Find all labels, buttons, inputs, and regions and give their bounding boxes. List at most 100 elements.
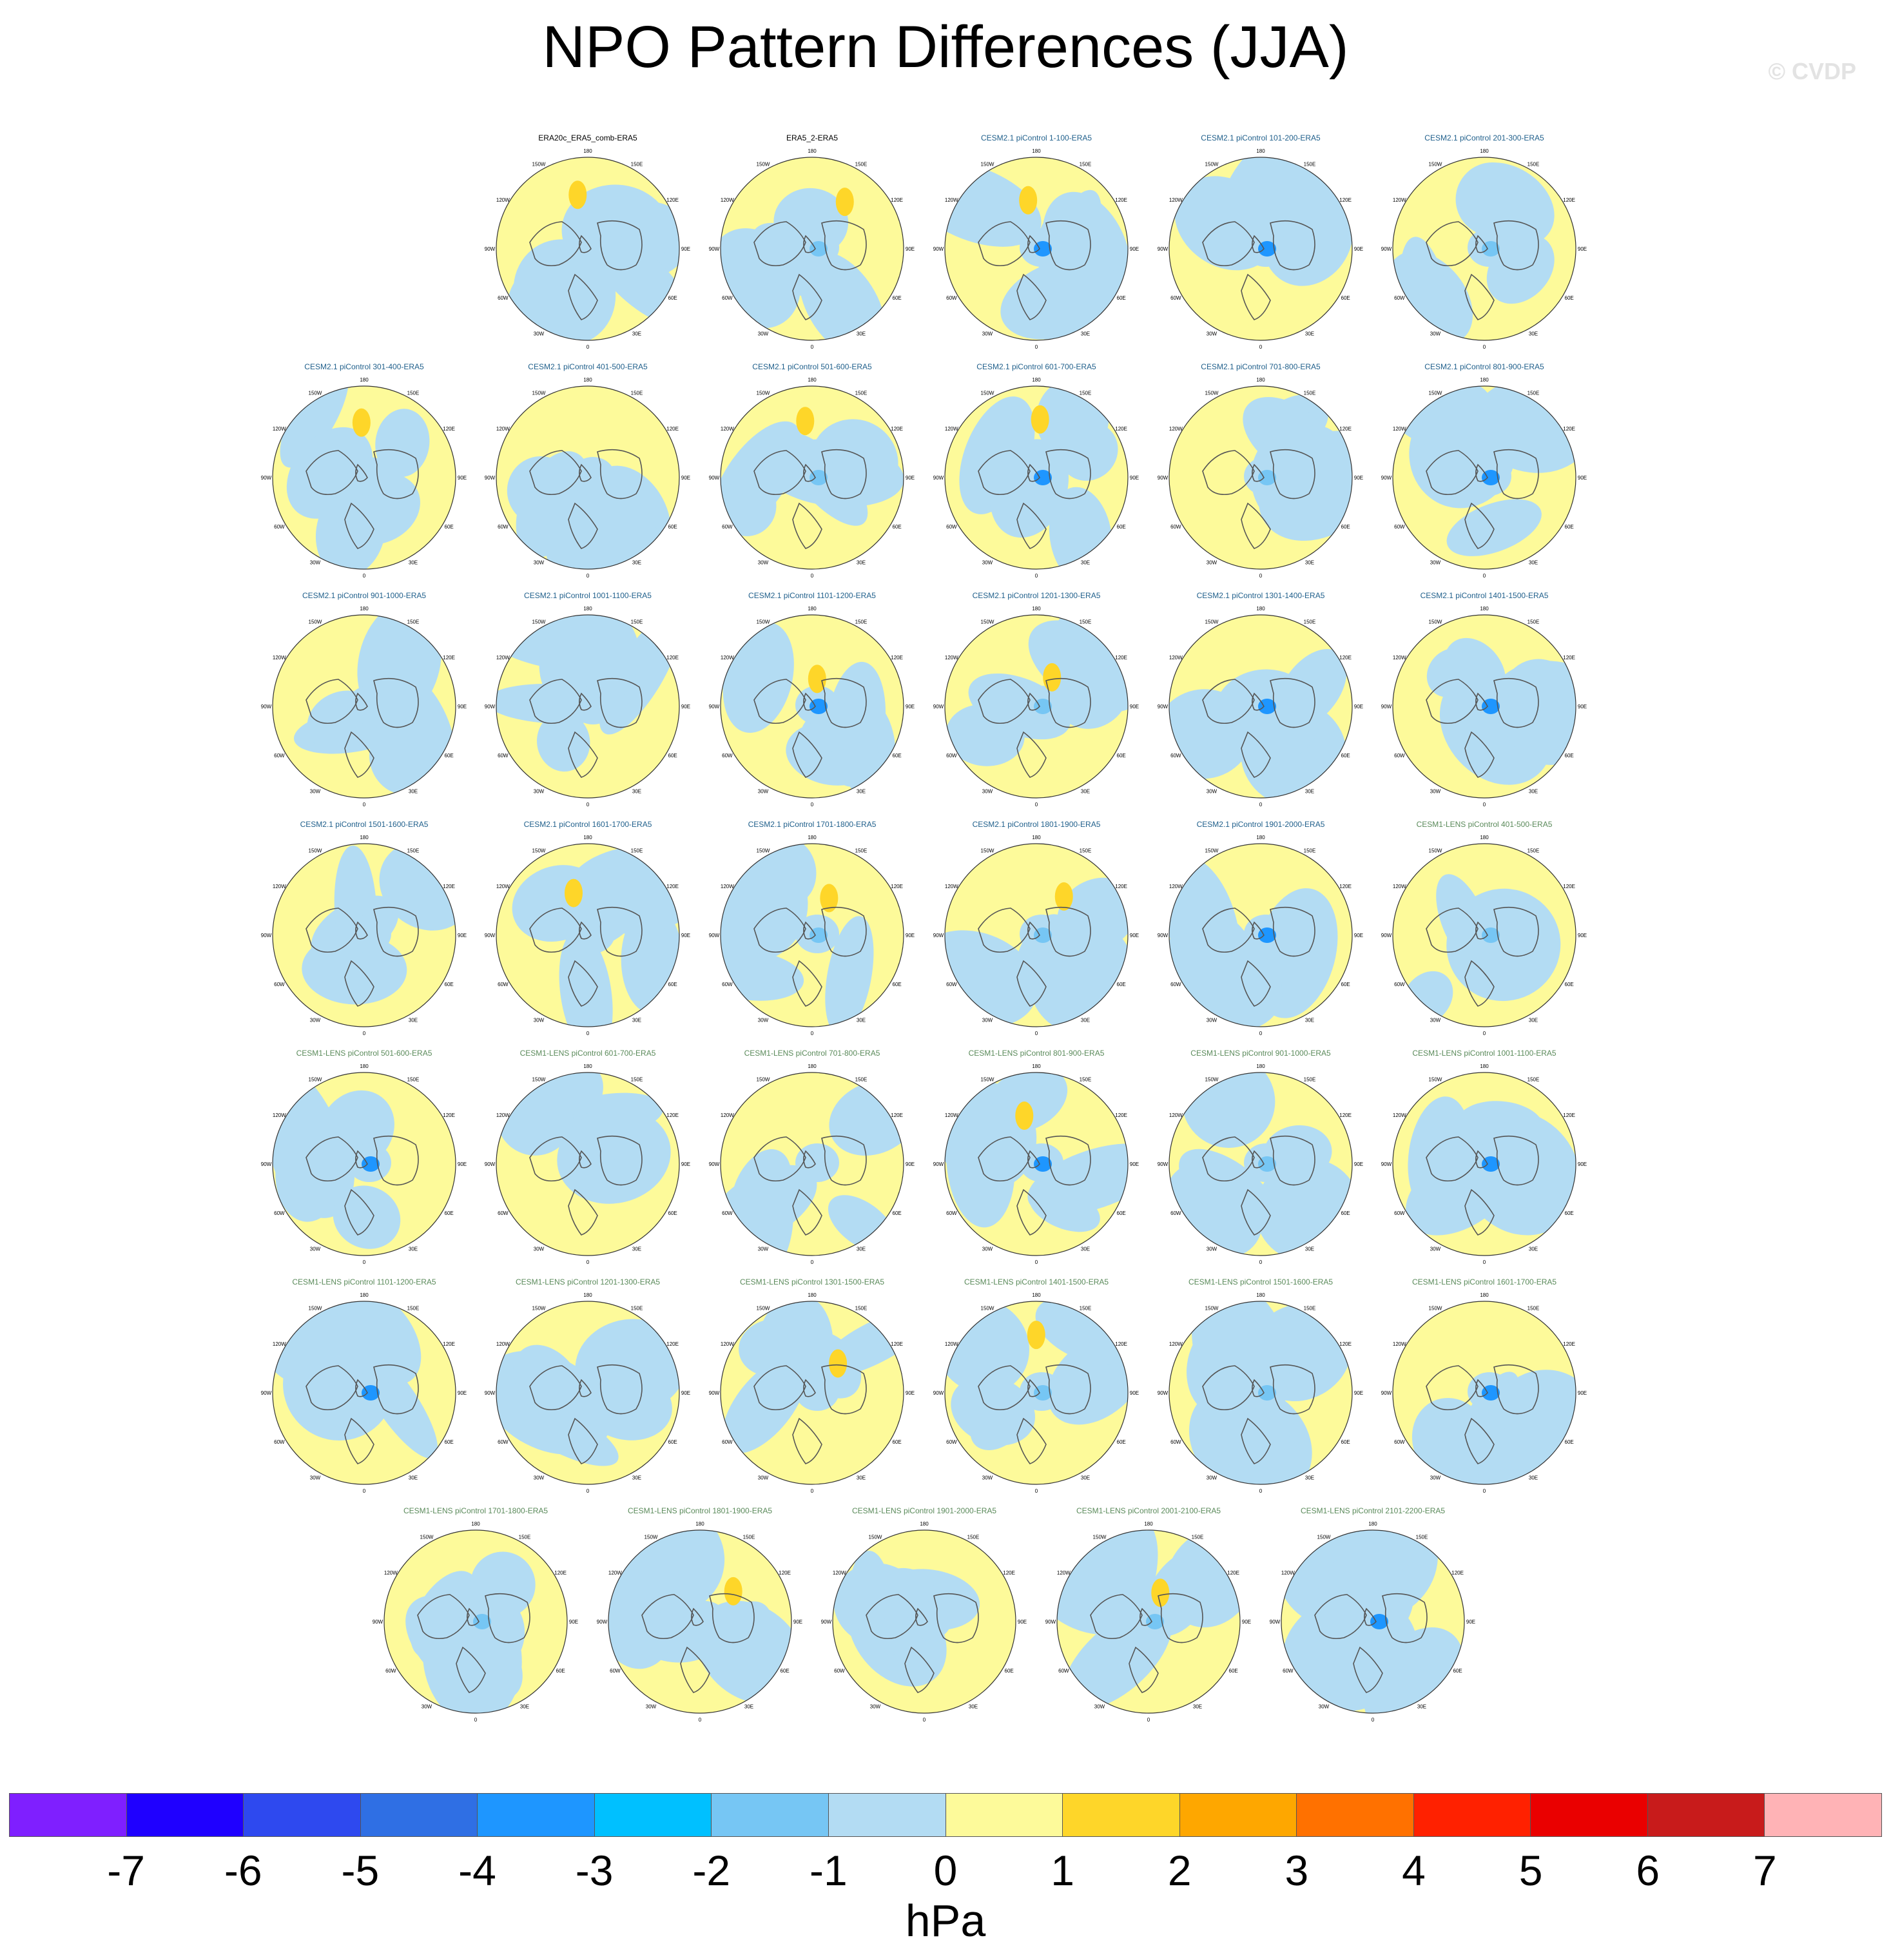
longitude-label: 30W	[534, 1475, 545, 1481]
panel-title: CESM2.1 piControl 1101-1200-ERA5	[748, 591, 876, 600]
coastline	[1139, 1607, 1152, 1626]
longitude-label: 150W	[981, 1076, 994, 1082]
coastline	[821, 220, 867, 271]
negative-anomaly-region	[513, 1344, 583, 1422]
coastline	[1475, 692, 1488, 711]
globe-outline	[1169, 1072, 1353, 1256]
longitude-label: 90W	[709, 246, 720, 252]
longitude-label: 180	[1256, 606, 1265, 612]
coastline	[568, 960, 598, 1007]
longitude-label: 180	[1032, 835, 1041, 840]
negative-anomaly-region	[985, 1072, 1068, 1133]
longitude-label: 150W	[532, 1305, 546, 1311]
globe-outline	[720, 157, 904, 341]
longitude-label: 60E	[1565, 753, 1574, 759]
longitude-label: 150W	[757, 1305, 770, 1311]
negative-anomaly-region	[571, 457, 615, 496]
panel-title: CESM1-LENS piControl 1401-1500-ERA5	[964, 1277, 1109, 1286]
coastline	[1382, 1593, 1428, 1644]
coastline	[792, 960, 822, 1007]
longitude-label: 150E	[1080, 848, 1092, 853]
coastline	[1016, 273, 1047, 320]
longitude-label: 60W	[722, 982, 733, 987]
coastline	[305, 907, 358, 953]
strong-negative-core	[362, 1156, 380, 1172]
negative-anomaly-region	[945, 930, 1038, 1027]
negative-anomaly-region	[1057, 877, 1128, 951]
polar-map: 180 150E 120E 90E 60E 30E 0 30W 60W 90W 120W 150W	[1045, 1521, 1251, 1723]
colorbar-swatch	[1063, 1794, 1180, 1836]
longitude-label: 180	[1032, 1292, 1041, 1298]
longitude-label: 60W	[946, 982, 957, 987]
longitude-label: 30W	[982, 1475, 993, 1481]
longitude-label: 150W	[757, 390, 770, 396]
polar-map: 180 150E 120E 90E 60E 30E 0 30W 60W 90W 120W 150W	[485, 835, 690, 1036]
longitude-label: 60E	[445, 1210, 454, 1216]
longitude-label: 60E	[1341, 1439, 1350, 1445]
longitude-label: 120E	[1115, 1341, 1127, 1347]
coastline	[1027, 1379, 1040, 1397]
longitude-label: 0	[1259, 344, 1263, 350]
longitude-label: 150E	[1304, 390, 1316, 396]
longitude-label: 60W	[1394, 982, 1405, 987]
panel-title: CESM1-LENS piControl 1301-1500-ERA5	[739, 1277, 885, 1286]
longitude-label: 90W	[1158, 475, 1169, 481]
longitude-label: 60E	[893, 1210, 902, 1216]
longitude-label: 120E	[1563, 426, 1575, 432]
panel-title: CESM2.1 piControl 1701-1800-ERA5	[748, 820, 877, 829]
longitude-label: 90E	[906, 475, 915, 481]
coastline	[978, 450, 1031, 496]
negative-anomaly-region	[1029, 1185, 1100, 1232]
longitude-label: 90E	[458, 475, 467, 481]
longitude-label: 120E	[1339, 884, 1352, 889]
strong-negative-core	[1034, 241, 1052, 257]
globe-outline	[1169, 385, 1353, 570]
longitude-label: 90E	[1354, 246, 1363, 252]
longitude-label: 0	[1035, 344, 1038, 350]
globe-outline	[944, 385, 1129, 570]
coastline	[529, 679, 582, 724]
longitude-label: 90E	[1130, 1161, 1139, 1167]
longitude-label: 60E	[1341, 982, 1350, 987]
map-panel: CESM1-LENS piControl 1201-1300-ERA5 180 15…	[485, 1277, 691, 1496]
longitude-label: 150W	[1205, 1076, 1219, 1082]
strong-negative-core	[810, 927, 828, 943]
longitude-label: 30W	[758, 1018, 769, 1024]
coastline	[1016, 502, 1047, 549]
coastline	[597, 1135, 643, 1186]
longitude-label: 30E	[857, 789, 866, 795]
longitude-label: 0	[363, 573, 366, 579]
longitude-label: 120E	[1563, 1112, 1575, 1118]
longitude-label: 150W	[981, 390, 994, 396]
longitude-label: 90W	[1381, 246, 1392, 252]
colorbar-swatch	[10, 1794, 127, 1836]
globe-outline	[1169, 1301, 1353, 1485]
longitude-label: 90E	[1130, 704, 1139, 710]
longitude-label: 150E	[855, 390, 868, 396]
coastline	[803, 692, 816, 711]
strong-negative-core	[1258, 1156, 1276, 1172]
map-panel: CESM1-LENS piControl 2101-2200-ERA5 180 15…	[1270, 1506, 1476, 1725]
longitude-label: 120W	[1393, 197, 1406, 203]
coastline	[709, 1593, 755, 1644]
panel-title: CESM2.1 piControl 1001-1100-ERA5	[524, 591, 652, 600]
longitude-label: 150W	[309, 619, 322, 625]
colorbar-tick-label: 3	[1285, 1847, 1309, 1894]
strong-negative-core	[1370, 1614, 1388, 1629]
coastline	[579, 692, 592, 711]
coastline	[753, 1365, 806, 1411]
longitude-label: 90W	[933, 475, 944, 481]
longitude-label: 0	[811, 802, 814, 808]
longitude-label: 0	[587, 1488, 590, 1494]
longitude-label: 30E	[1529, 789, 1538, 795]
longitude-label: 30W	[310, 789, 321, 795]
coastline	[803, 1379, 816, 1397]
longitude-label: 180	[583, 835, 592, 840]
coastline	[568, 731, 598, 778]
longitude-label: 60W	[1394, 1210, 1405, 1216]
longitude-label: 90E	[1578, 475, 1587, 481]
panel-title: CESM1-LENS piControl 1101-1200-ERA5	[292, 1277, 436, 1286]
coastline	[1252, 1379, 1265, 1397]
coastline	[568, 273, 598, 320]
longitude-label: 90W	[373, 1619, 383, 1625]
